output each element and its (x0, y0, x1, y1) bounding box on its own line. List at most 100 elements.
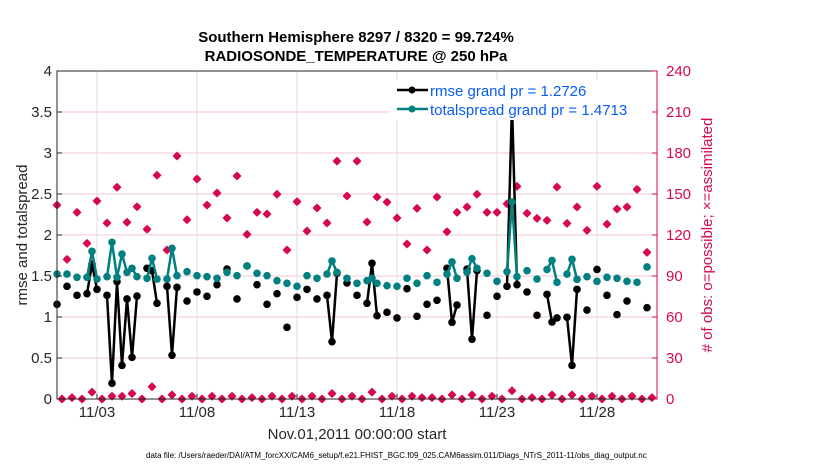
legend-spread-marker (408, 105, 416, 113)
totalspread-point (343, 274, 351, 283)
rmse-point (373, 311, 381, 320)
totalspread-point (323, 270, 331, 278)
totalspread-point (293, 282, 301, 291)
rmse-point (363, 299, 371, 308)
obs-possible-marker (333, 157, 341, 165)
obs-possible-marker (443, 228, 451, 236)
totalspread-point (233, 271, 241, 280)
obs-possible-marker (528, 394, 536, 401)
totalspread-point (173, 271, 181, 280)
totalspread-point (128, 264, 136, 273)
rmse-point (623, 297, 631, 305)
rmse-line-segment (545, 294, 554, 323)
rmse-point (553, 314, 561, 322)
totalspread-point (573, 275, 581, 284)
rmse-point (103, 291, 111, 300)
obs-possible-marker (353, 157, 361, 165)
obs-possible-marker (413, 205, 421, 212)
totalspread-point (163, 275, 171, 283)
obs-possible-marker (483, 209, 491, 216)
rmse-point (323, 291, 331, 300)
x-tick-label: 11/23 (479, 404, 515, 421)
totalspread-line-segment (85, 251, 94, 278)
rmse-point (383, 308, 391, 317)
totalspread-line-segment (115, 253, 124, 278)
y-tick-label: 4 (44, 63, 52, 80)
rmse-point (123, 295, 131, 303)
rmse-point (483, 311, 491, 320)
obs-possible-marker (153, 171, 161, 179)
obs-possible-marker (553, 183, 561, 191)
totalspread-point (463, 268, 471, 277)
obs-possible-marker (263, 210, 271, 218)
obs-possible-marker (548, 391, 556, 399)
obs-possible-marker (613, 205, 621, 213)
obs-possible-marker (328, 390, 336, 397)
obs-possible-marker (213, 189, 221, 197)
rmse-point (163, 282, 171, 291)
rmse-line-segment (165, 286, 174, 356)
rmse-point (128, 353, 136, 362)
rmse-line-segment (170, 287, 179, 356)
x-tick-label: 11/18 (379, 404, 415, 421)
y2-axis-label: # of obs: o=possible; ×=assimilated (699, 118, 716, 353)
y-tick-label: 2.5 (31, 186, 52, 203)
totalspread-point (83, 273, 91, 282)
rmse-point (108, 379, 116, 388)
x-axis-label: Nov.01,2011 00:00:00 start (268, 426, 448, 443)
rmse-point (513, 280, 521, 289)
y-tick-label: 2 (44, 227, 52, 244)
totalspread-point (513, 272, 521, 281)
totalspread-point (373, 279, 381, 288)
obs-possible-marker (463, 203, 471, 211)
x-tick-label: 11/08 (179, 404, 215, 421)
obs-possible-marker (233, 172, 241, 180)
totalspread-line-segment (510, 201, 519, 277)
rmse-line-segment (570, 289, 579, 366)
totalspread-point (63, 270, 71, 278)
rmse-point (183, 297, 191, 305)
obs-possible-marker (623, 203, 631, 211)
y-tick-label: 3.5 (31, 104, 52, 121)
rmse-point (133, 292, 141, 300)
totalspread-point (563, 270, 571, 278)
totalspread-point (403, 274, 411, 283)
totalspread-point (623, 277, 631, 286)
totalspread-point (583, 272, 591, 281)
obs-possible-marker (593, 183, 601, 190)
rmse-point (593, 265, 601, 274)
y2-tick-label: 0 (666, 391, 674, 408)
rmse-point (453, 301, 461, 309)
totalspread-point (303, 271, 311, 280)
totalspread-point (118, 250, 126, 258)
rmse-point (303, 285, 311, 294)
totalspread-point (568, 255, 576, 264)
y2-tick-label: 210 (666, 104, 691, 121)
totalspread-point (353, 279, 361, 288)
totalspread-point (168, 244, 176, 253)
totalspread-point (368, 274, 376, 283)
obs-possible-marker (368, 388, 376, 396)
totalspread-point (533, 275, 541, 283)
totalspread-point (93, 275, 101, 283)
totalspread-point (73, 273, 81, 282)
rmse-point (263, 300, 271, 309)
rmse-point (153, 299, 161, 308)
rmse-point (83, 289, 91, 298)
totalspread-point (553, 278, 561, 287)
rmse-line-segment (565, 317, 574, 366)
y-tick-label: 3 (44, 145, 52, 162)
totalspread-point (133, 272, 141, 281)
obs-possible-marker (133, 203, 141, 211)
obs-possible-marker (423, 246, 431, 254)
totalspread-point (443, 270, 451, 278)
rmse-line-segment (125, 298, 134, 358)
totalspread-line-segment (165, 248, 174, 280)
totalspread-point (113, 273, 121, 282)
obs-possible-marker (373, 193, 381, 201)
x-tick-label: 11/28 (579, 404, 615, 421)
totalspread-point (453, 274, 461, 283)
grid (57, 71, 657, 399)
totalspread-point (413, 279, 421, 288)
